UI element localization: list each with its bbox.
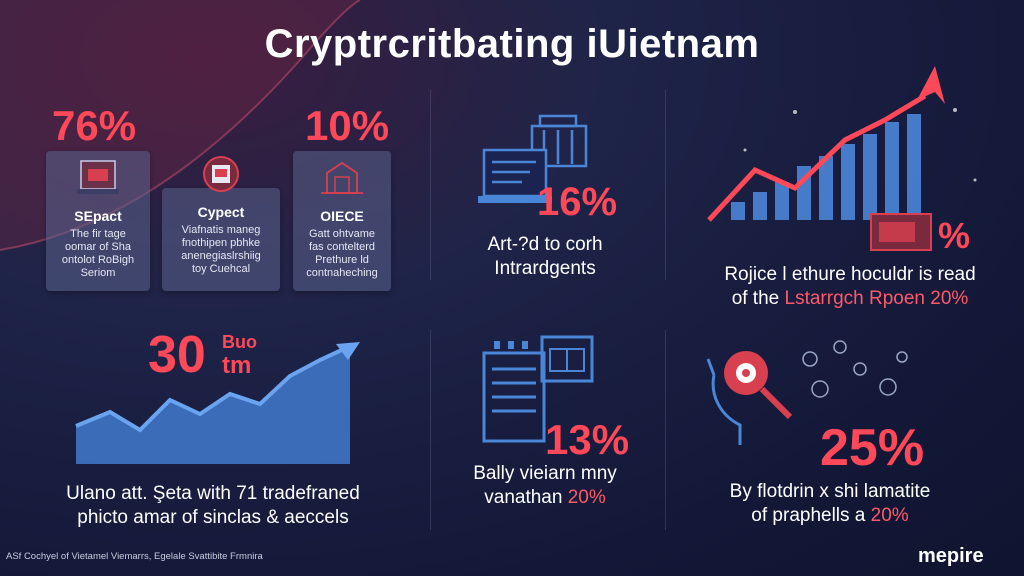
card-title: OIECE [320, 208, 364, 224]
stat-percent-symbol: % [938, 215, 971, 256]
brand-logo: mepire [918, 545, 984, 567]
divider-4 [665, 330, 666, 530]
panel3-caption: Rojice l ethure hoculdr is read of the L… [724, 264, 976, 309]
stat-25-percent: 25% [820, 419, 925, 477]
card-cypect: Cypect Viafnatis maneg fnothipen pbhke an… [162, 156, 280, 291]
card-title: Cypect [197, 204, 245, 220]
panel2-caption: Art-?d to corh Intrardgents [487, 234, 603, 279]
stat-76-percent: 76% [52, 102, 137, 149]
stat-30-suffix-2: tm [222, 352, 252, 379]
server-icon [482, 335, 594, 443]
card-sepact: SEpact The fir tage oomar of Sha ontolot … [46, 151, 150, 291]
card-body: Viafnatis maneg fnothipen pbhke anenegias… [181, 224, 261, 275]
card-title: SEpact [74, 208, 122, 224]
badge-icon [203, 156, 239, 192]
divider-3 [430, 330, 431, 530]
panel6-caption: By flotdrin x shi lamatite of praphells … [729, 481, 931, 526]
document-icon [77, 160, 119, 194]
stat-16-percent: 16% [537, 180, 618, 224]
card-oiece: OIECE Gatt ohtvame fas contelterd Prethur… [293, 151, 391, 291]
footer-credit: ASf Cochyel of Vietamel Viemarrs, Egelal… [6, 551, 263, 562]
stat-10-percent: 10% [305, 102, 390, 149]
growth-chart-graphic [707, 66, 977, 251]
stat-30-suffix-1: Buo [222, 332, 257, 352]
panel5-caption: Bally vieiarn mny vanathan 20% [473, 463, 617, 508]
area-chart-graphic [75, 342, 360, 464]
building-icon [321, 161, 363, 194]
bank-computer-icon [478, 114, 588, 203]
page-title: Cryptrcritbating iUietnam [264, 22, 760, 66]
research-person-icon [706, 340, 908, 445]
divider-1 [430, 90, 431, 280]
card-body: The fir tage oomar of Sha ontolot RoBigh S… [61, 228, 135, 279]
panel4-caption: Ulano att. Şeta with 71 tradefraned phict… [66, 483, 360, 528]
stat-30: 30 [148, 326, 206, 384]
divider-2 [665, 90, 666, 280]
card-body: Gatt ohtvame fas contelterd Prethure ld co… [306, 228, 378, 279]
stat-13-percent: 13% [545, 416, 630, 463]
